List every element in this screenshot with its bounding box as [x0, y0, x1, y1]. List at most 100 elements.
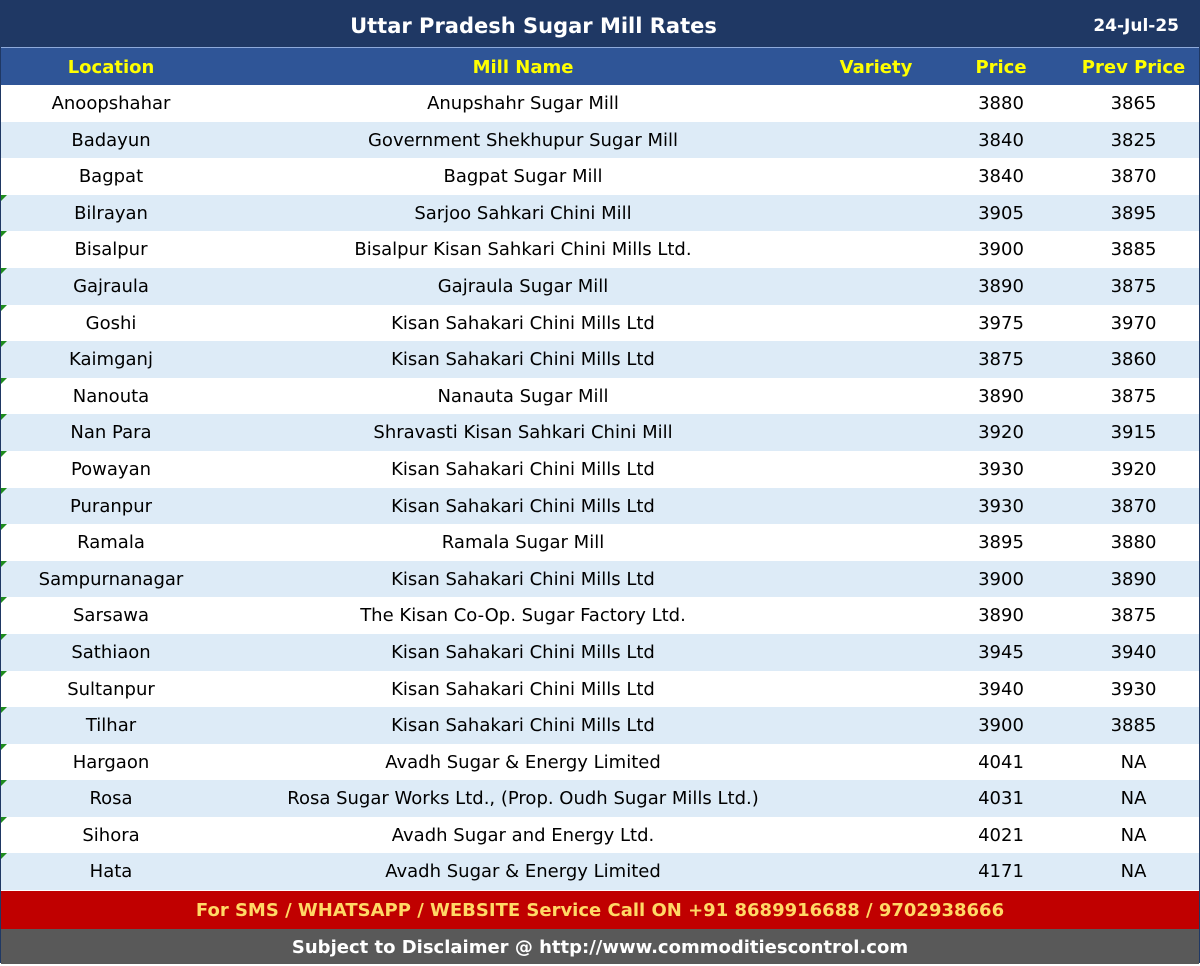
cell-variety [821, 195, 931, 232]
cell-mill-name: Kisan Sahakari Chini Mills Ltd [391, 458, 655, 480]
cell-price: 3840 [978, 129, 1024, 151]
table-row: Rosa Rosa Sugar Works Ltd., (Prop. Oudh S… [1, 780, 1199, 817]
cell-variety [821, 305, 931, 342]
cell-comment-marker [1, 414, 7, 421]
cell-location: Sathiaon [71, 641, 151, 663]
table-row: Bilrayan Sarjoo Sahkari Chini Mill 3905 389… [1, 194, 1199, 232]
table-row: Ramala Ramala Sugar Mill 3895 3880 [1, 524, 1199, 561]
cell-variety [821, 451, 931, 488]
table-row: Nan Para Shravasti Kisan Sahkari Chini Mi… [1, 414, 1199, 451]
cell-mill-name: Kisan Sahakari Chini Mills Ltd [391, 715, 655, 737]
cell-variety [821, 597, 931, 634]
cell-price: 3945 [978, 641, 1024, 663]
cell-comment-marker [1, 377, 7, 384]
cell-location: Nanouta [72, 385, 150, 407]
cell-variety [821, 414, 931, 451]
column-header-price: Price [975, 57, 1027, 78]
cell-variety [821, 561, 931, 598]
cell-variety [821, 780, 931, 817]
cell-variety [821, 853, 931, 890]
table-row: Sihora Avadh Sugar and Energy Ltd. 4021 NA [1, 816, 1199, 854]
cell-variety [821, 634, 931, 671]
cell-prev-price: 3870 [1110, 166, 1157, 188]
cell-prev-price: NA [1120, 861, 1147, 883]
cell-variety [821, 231, 931, 268]
cell-prev-price: 3885 [1110, 715, 1157, 737]
cell-prev-price: 3870 [1110, 495, 1157, 517]
cell-mill-name: Anupshahr Sugar Mill [427, 93, 619, 114]
cell-mill-name: Rosa Sugar Works Ltd., (Prop. Oudh Sugar… [287, 788, 759, 810]
cell-mill-name: Kisan Sahakari Chini Mills Ltd [391, 678, 655, 700]
cell-prev-price: 3970 [1110, 312, 1157, 334]
table-row: Puranpur Kisan Sahakari Chini Mills Ltd 39… [1, 487, 1199, 525]
cell-prev-price: NA [1120, 824, 1147, 846]
cell-prev-price: 3860 [1110, 349, 1157, 371]
cell-price: 3920 [978, 422, 1024, 444]
cell-location: Sultanpur [67, 678, 155, 700]
cell-price: 4021 [978, 824, 1024, 846]
cell-price: 4171 [978, 861, 1024, 883]
column-header-prev-price: Prev Price [1081, 57, 1186, 78]
cell-prev-price: 3825 [1110, 129, 1157, 151]
disclaimer-banner: Subject to Disclaimer @ http://www.commo… [1, 929, 1199, 964]
cell-variety [821, 524, 931, 561]
cell-location: Gajraula [73, 275, 149, 297]
cell-mill-name: Avadh Sugar & Energy Limited [385, 861, 661, 883]
cell-variety [821, 488, 931, 525]
cell-mill-name: Bagpat Sugar Mill [443, 166, 603, 188]
cell-variety [821, 158, 931, 195]
table-row: Gajraula Gajraula Sugar Mill 3890 3875 [1, 267, 1199, 305]
cell-comment-marker [1, 267, 7, 274]
cell-price: 3900 [978, 239, 1024, 261]
cell-variety [821, 268, 931, 305]
table-row: Tilhar Kisan Sahakari Chini Mills Ltd 3900… [1, 707, 1199, 744]
cell-prev-price: 3875 [1110, 275, 1157, 297]
cell-comment-marker [1, 816, 7, 823]
cell-comment-marker [1, 597, 7, 604]
cell-location: Sarsawa [72, 605, 150, 627]
page-title: Uttar Pradesh Sugar Mill Rates [350, 14, 717, 38]
cell-location: Sampurnanagar [38, 568, 184, 590]
cell-prev-price: 3930 [1110, 678, 1157, 700]
cell-prev-price: NA [1120, 751, 1147, 773]
cell-location: Hargaon [72, 751, 150, 773]
cell-prev-price: 3865 [1110, 93, 1157, 114]
cell-location: Hata [89, 861, 133, 883]
cell-mill-name: Kisan Sahakari Chini Mills Ltd [391, 495, 655, 517]
cell-comment-marker [1, 633, 7, 640]
cell-location: Bisalpur [74, 239, 148, 261]
table-row: Nanouta Nanauta Sugar Mill 3890 3875 [1, 377, 1199, 415]
table-row: Hata Avadh Sugar & Energy Limited 4171 NA [1, 853, 1199, 891]
cell-prev-price: NA [1120, 788, 1147, 810]
table-row: Kaimganj Kisan Sahakari Chini Mills Ltd 38… [1, 341, 1199, 378]
cell-location: Puranpur [69, 495, 153, 517]
cell-location: Bagpat [78, 166, 144, 188]
cell-price: 3975 [978, 312, 1024, 334]
cell-mill-name: Shravasti Kisan Sahkari Chini Mill [373, 422, 673, 444]
cell-mill-name: The Kisan Co-Op. Sugar Factory Ltd. [360, 605, 686, 627]
cell-price: 3875 [978, 349, 1024, 371]
cell-comment-marker [1, 231, 7, 238]
table-row: Powayan Kisan Sahakari Chini Mills Ltd 393… [1, 450, 1199, 488]
cell-price: 3890 [978, 385, 1024, 407]
table-row: Goshi Kisan Sahakari Chini Mills Ltd 3975 3… [1, 304, 1199, 342]
cell-location: Sihora [82, 824, 140, 846]
cell-location: Nan Para [70, 422, 152, 444]
cell-comment-marker [1, 304, 7, 311]
cell-price: 3930 [978, 495, 1024, 517]
cell-price: 3940 [978, 678, 1024, 700]
table-row: Bagpat Bagpat Sugar Mill 3840 3870 [1, 158, 1199, 195]
cell-comment-marker [1, 560, 7, 567]
cell-comment-marker [1, 487, 7, 494]
cell-variety [821, 817, 931, 854]
cell-variety [821, 341, 931, 378]
cell-mill-name: Kisan Sahakari Chini Mills Ltd [391, 312, 655, 334]
cell-prev-price: 3875 [1110, 385, 1157, 407]
column-header-mill-name: Mill Name [472, 57, 574, 78]
cell-prev-price: 3915 [1110, 422, 1157, 444]
cell-comment-marker [1, 524, 7, 531]
table-body: Anoopshahar Anupshahr Sugar Mill 3880 3865 B… [1, 85, 1199, 891]
cell-prev-price: 3880 [1110, 532, 1157, 554]
cell-comment-marker [1, 450, 7, 457]
